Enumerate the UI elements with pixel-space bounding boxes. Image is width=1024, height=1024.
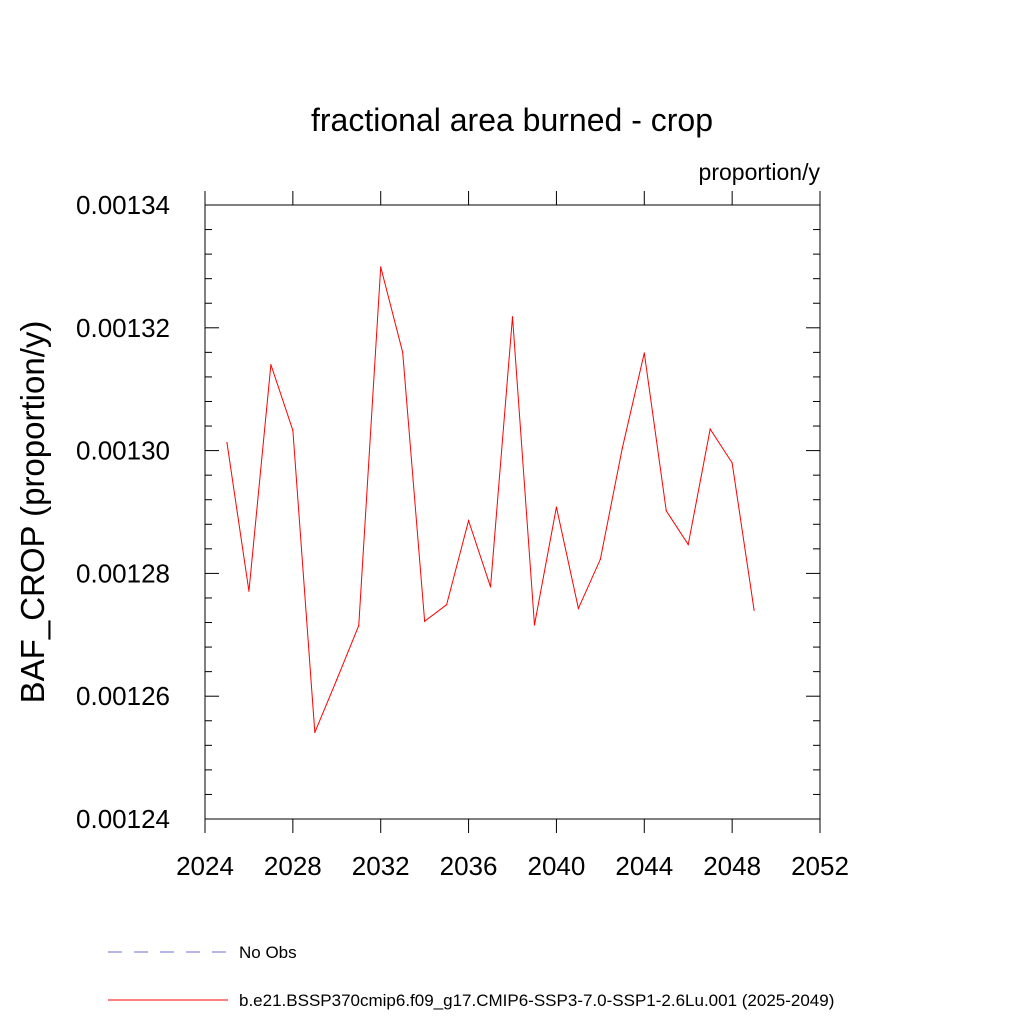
- chart-title: fractional area burned - crop: [311, 102, 713, 138]
- data-point: [226, 442, 228, 444]
- x-tick-labels: 2024 2028 2032 2036 2040 2044 2048 2052: [176, 851, 849, 881]
- y-tick-label: 0.00134: [76, 190, 170, 220]
- data-point: [467, 519, 470, 522]
- data-point: [314, 731, 316, 734]
- x-tick-label: 2028: [264, 851, 322, 881]
- y-tick-label: 0.00128: [76, 558, 170, 588]
- data-point: [446, 604, 448, 606]
- data-point: [665, 510, 667, 512]
- data-point: [731, 462, 733, 464]
- units-label: proportion/y: [699, 159, 821, 185]
- x-tick-label: 2024: [176, 851, 234, 881]
- data-point: [643, 352, 645, 354]
- y-tick-label: 0.00132: [76, 313, 170, 343]
- y-tick-label: 0.00126: [76, 681, 170, 711]
- data-point: [555, 506, 558, 508]
- y-axis-label: BAF_CROP (proportion/y): [14, 321, 51, 704]
- x-tick-label: 2032: [352, 851, 410, 881]
- data-point: [599, 558, 601, 560]
- x-tick-label: 2052: [791, 851, 849, 881]
- data-point: [709, 428, 711, 430]
- x-tick-label: 2044: [615, 851, 673, 881]
- legend-label-no-obs: No Obs: [239, 943, 297, 962]
- legend: No Obs b.e21.BSSP370cmip6.f09_g17.CMIP6-…: [108, 943, 834, 1010]
- plot-frame: [204, 204, 821, 820]
- data-point: [270, 364, 272, 366]
- x-tick-label: 2040: [528, 851, 586, 881]
- x-tick-label: 2036: [440, 851, 498, 881]
- data-point: [489, 586, 492, 588]
- axis-ticks: [204, 191, 821, 833]
- legend-label-model-run: b.e21.BSSP370cmip6.f09_g17.CMIP6-SSP3-7.…: [239, 991, 834, 1010]
- data-point: [687, 543, 689, 546]
- y-tick-label: 0.00124: [76, 804, 170, 834]
- data-point: [577, 607, 579, 609]
- data-point: [336, 679, 338, 681]
- data-point: [533, 624, 536, 626]
- data-point: [424, 620, 426, 622]
- y-tick-label: 0.00130: [76, 436, 170, 466]
- data-point: [380, 266, 382, 268]
- data-point: [248, 590, 250, 592]
- data-point: [511, 316, 514, 318]
- x-tick-label: 2048: [703, 851, 761, 881]
- series-line: [226, 266, 755, 733]
- data-point: [753, 609, 755, 611]
- y-tick-labels: 0.00124 0.00126 0.00128 0.00130 0.00132 0.001…: [76, 190, 170, 834]
- data-point: [621, 447, 623, 449]
- data-point: [292, 429, 294, 431]
- series-layer: [226, 266, 755, 734]
- data-point: [358, 624, 360, 627]
- data-point: [402, 351, 404, 353]
